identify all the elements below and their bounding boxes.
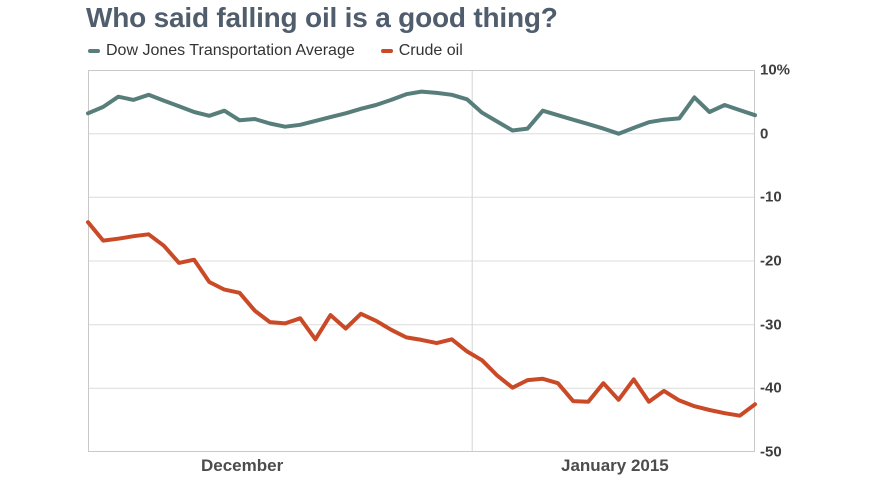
x-tick-label-december: December (200, 456, 284, 475)
legend-item-crude-oil: Crude oil (380, 42, 463, 60)
y-tick-label-0: 0 (760, 125, 769, 143)
legend: Dow Jones Transportation Average Crude o… (88, 42, 463, 60)
y-tick-label-10pct: 10% (760, 61, 791, 79)
crude-oil-line-marker-icon (380, 49, 393, 53)
chart-title: Who said falling oil is a good thing? (86, 2, 558, 33)
y-tick-label-neg40: -40 (760, 379, 782, 397)
y-tick-label-neg10: -10 (760, 188, 782, 206)
legend-item-dow-jones: Dow Jones Transportation Average (88, 42, 355, 60)
y-tick-label-neg30: -30 (760, 316, 782, 334)
y-tick-label-neg50: -50 (760, 443, 782, 461)
dow-jones-line-marker-icon (88, 49, 100, 53)
x-tick-label-january-2015: January 2015 (561, 456, 669, 475)
legend-label-crude-oil: Crude oil (398, 42, 463, 59)
legend-label-dow-jones: Dow Jones Transportation Average (106, 42, 355, 59)
y-tick-label-neg20: -20 (760, 252, 782, 270)
